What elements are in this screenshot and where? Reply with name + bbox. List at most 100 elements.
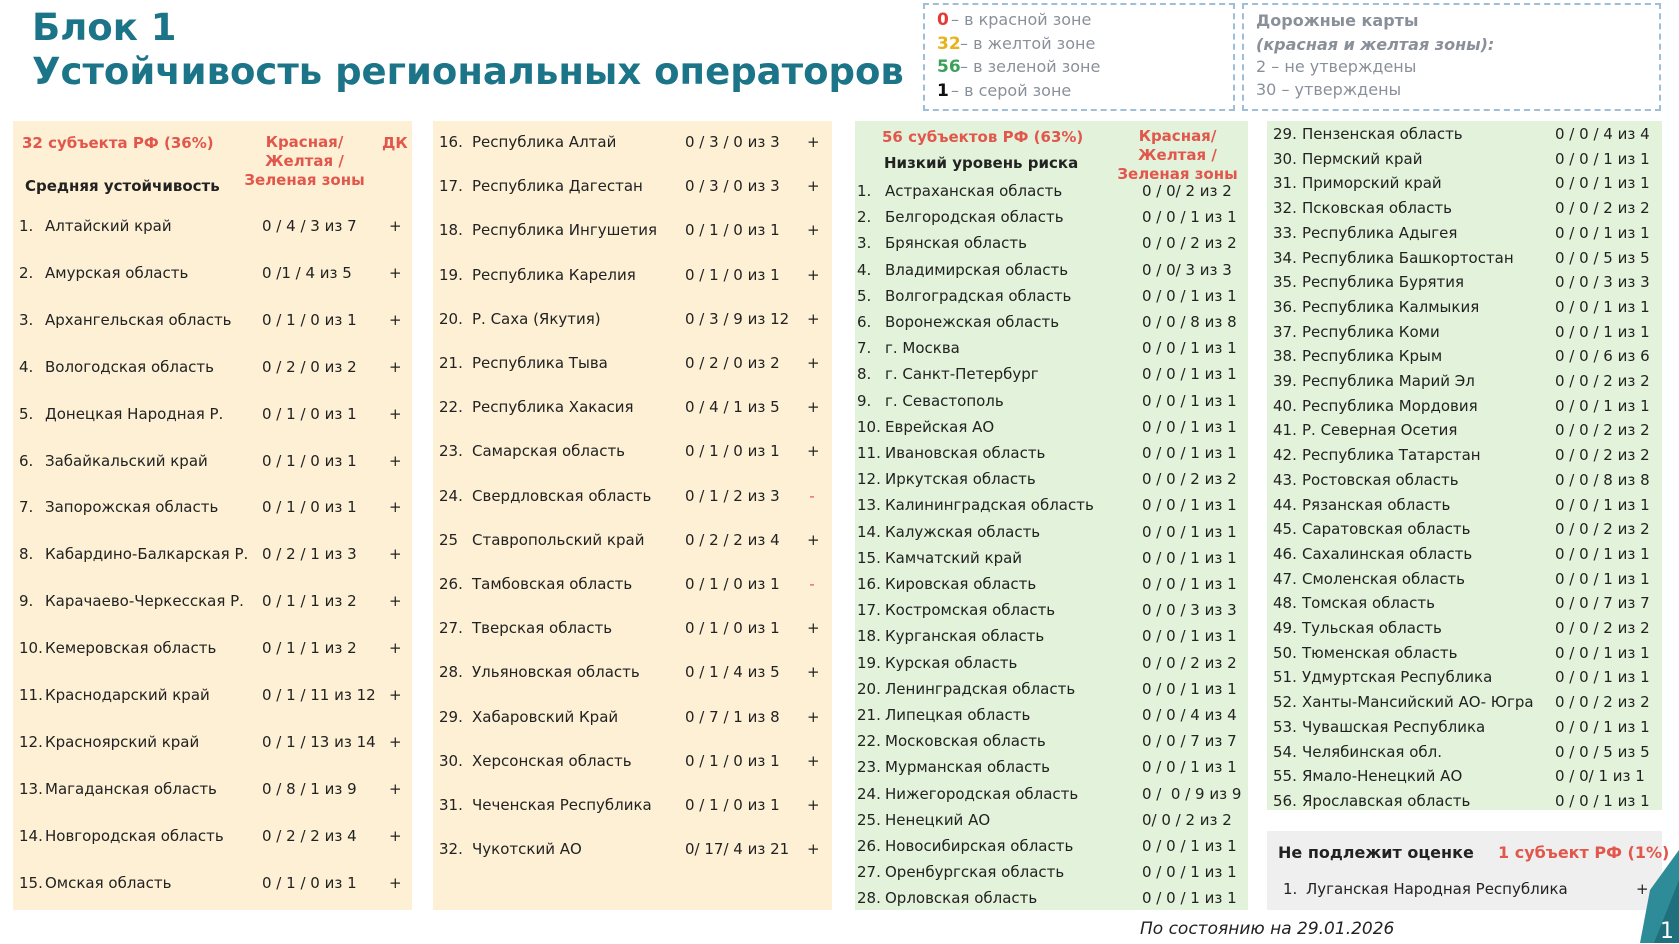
region-name: г. Севастополь	[885, 391, 1004, 410]
zones-value: 0 / 0 / 1 из 1	[1555, 569, 1650, 588]
row-number: 5.	[857, 286, 872, 305]
region-name: Еврейская АО	[885, 417, 995, 436]
region-name: Калужская область	[885, 522, 1041, 541]
zones-value: 0 / 0 / 8 из 8	[1555, 470, 1650, 489]
zones-value: 0 / 4 / 1 из 5	[685, 398, 780, 417]
region-name: Томская область	[1302, 594, 1435, 613]
region-name: Республика Марий Эл	[1302, 372, 1475, 390]
region-name: Липецкая область	[885, 706, 1031, 724]
zones-value: 0 / 1 / 0 из 1	[685, 221, 780, 240]
dk-value: +	[807, 840, 820, 859]
legend-text: – в серой зоне	[951, 80, 1072, 100]
row-number: 7.	[19, 498, 34, 517]
region-name: г. Санкт-Петербург	[885, 365, 1039, 384]
dk-value: +	[807, 265, 820, 284]
zones-value: 0 / 0 / 1 из 1	[1142, 496, 1237, 515]
row-number: 24.	[857, 784, 881, 803]
zones-value: 0 / 0 / 1 из 1	[1142, 758, 1237, 777]
region-name: Ивановская область	[885, 444, 1046, 462]
region-name: Мурманская область	[885, 758, 1050, 777]
zones-value: 0 / 0 / 8 из 8	[1142, 313, 1237, 331]
excluded-panel	[1267, 831, 1662, 910]
row-number: 54.	[1273, 742, 1297, 761]
zones-value: 0 / 0 / 1 из 1	[1142, 365, 1237, 384]
row-number: 4.	[19, 357, 34, 376]
zones-value: 0 / 0 / 1 из 1	[1142, 627, 1237, 646]
region-name: Нижегородская область	[885, 784, 1079, 803]
zones-value: 0 / 0 / 2 из 2	[1142, 653, 1237, 672]
region-name: Оренбургская область	[885, 863, 1065, 882]
row-number: 8.	[857, 365, 872, 384]
zones-value: 0 / 0 / 3 из 3	[1555, 273, 1650, 292]
zones-value: 0 / 0 / 2 из 2	[1555, 693, 1650, 712]
zones-value: 0 / 0 / 1 из 1	[1555, 174, 1650, 193]
region-name: Тульская область	[1302, 619, 1442, 637]
excluded-title: Не подлежит оценке	[1278, 843, 1474, 862]
row-number: 31.	[1273, 174, 1297, 193]
row-number: 1.	[1283, 880, 1298, 898]
dk-value: +	[807, 354, 820, 372]
region-name: Чеченская Республика	[472, 796, 652, 814]
region-name: Ленинградская область	[885, 679, 1076, 698]
yellow-panel	[433, 121, 832, 910]
dk-value: +	[807, 663, 820, 682]
zones-value: 0 / 1 / 0 из 1	[262, 498, 357, 517]
row-number: 1.	[857, 182, 872, 200]
dk-value: +	[807, 707, 820, 726]
legend-text: – в зеленой зоне	[960, 57, 1101, 76]
row-number: 32.	[1273, 199, 1297, 218]
zones-value: 0 / 0 / 1 из 1	[1555, 149, 1650, 168]
zones-value: 0 / 0 / 2 из 2	[1142, 470, 1237, 489]
row-number: 12.	[19, 732, 43, 751]
row-number: 24.	[439, 486, 463, 505]
region-name: Тверская область	[472, 619, 613, 638]
zones-value: 0 / 0 / 1 из 1	[1142, 889, 1237, 908]
zones-header: Красная/Желтая /Зеленая зоны	[244, 133, 365, 189]
region-name: Иркутская область	[885, 470, 1036, 489]
region-name: Республика Карелия	[472, 265, 636, 284]
row-number: 46.	[1273, 544, 1297, 563]
green-subheader: Низкий уровень риска	[884, 154, 1079, 172]
row-number: 26.	[857, 837, 881, 855]
row-number: 15.	[857, 548, 881, 567]
row-number: 12.	[857, 470, 881, 489]
row-number: 30.	[1273, 149, 1297, 168]
row-number: 34.	[1273, 248, 1297, 267]
region-name: Чукотский АО	[472, 840, 582, 859]
dk-value: -	[809, 486, 815, 505]
region-name: Ненецкий АО	[885, 810, 991, 829]
row-number: 35.	[1273, 273, 1297, 292]
region-name: Республика Ингушетия	[472, 221, 658, 240]
zones-value: 0 / 3 / 9 из 12	[685, 309, 790, 328]
zones-value: 0 / 1 / 0 из 1	[685, 751, 780, 770]
region-name: Курганская область	[885, 627, 1045, 646]
dk-value: +	[1636, 880, 1649, 898]
region-name: Ханты-Мансийский АО- Югра	[1302, 693, 1534, 712]
zones-value: 0 / 0 / 7 из 7	[1555, 594, 1650, 613]
region-name: Ярославская область	[1302, 791, 1471, 810]
yellow-panel	[13, 121, 412, 910]
row-number: 5.	[19, 404, 34, 423]
green-count: 56 субъектов РФ (63%)	[882, 128, 1084, 146]
zones-value: 0 / 0 / 1 из 1	[1142, 444, 1237, 462]
region-name: Новгородская область	[45, 826, 224, 845]
dk-value: +	[807, 619, 820, 638]
row-number: 28.	[439, 663, 463, 682]
zones-value: 0 / 1 / 4 из 5	[685, 663, 780, 682]
region-name: Архангельская область	[45, 310, 232, 329]
region-name: Тюменская область	[1302, 643, 1458, 662]
roadmaps-box	[1242, 3, 1661, 111]
zones-value: 0 / 0 / 7 из 7	[1142, 732, 1237, 751]
zones-value: 0 / 1 / 0 из 1	[685, 442, 780, 461]
row-number: 2.	[857, 208, 872, 227]
dk-value: +	[389, 357, 402, 376]
zones-value: 0 / 0 / 1 из 1	[1555, 495, 1650, 514]
row-number: 29.	[439, 707, 463, 726]
region-name: Республика Башкортостан	[1302, 248, 1514, 267]
zones-header: Красная/Желтая /Зеленая зоны	[1117, 127, 1238, 183]
region-name: Рязанская область	[1302, 495, 1451, 514]
legend-box	[923, 3, 1235, 111]
row-number: 8.	[19, 545, 34, 564]
dk-value: +	[389, 686, 402, 704]
region-name: Московская область	[885, 732, 1046, 751]
